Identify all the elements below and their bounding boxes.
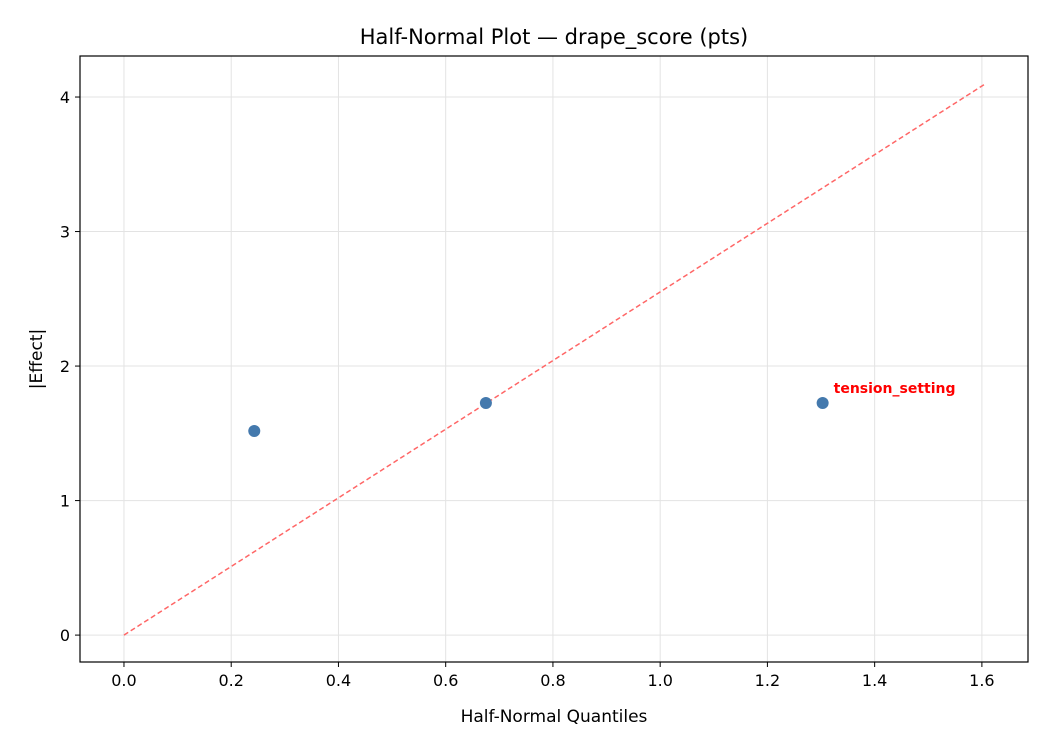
plot-area-frame — [79, 55, 1029, 663]
x-tick-label: 0.6 — [433, 671, 458, 690]
x-tick-label: 0.8 — [540, 671, 565, 690]
x-tick-label: 1.6 — [969, 671, 994, 690]
data-point — [816, 397, 829, 410]
data-point — [248, 425, 261, 438]
x-tick-label: 1.0 — [647, 671, 672, 690]
reference-line-group — [123, 83, 986, 636]
y-axis-label: |Effect| — [27, 329, 47, 389]
reference-line — [123, 83, 986, 636]
points-group: tension_setting — [248, 381, 956, 438]
y-tick-label: 2 — [60, 357, 70, 376]
y-tick-label: 1 — [60, 492, 70, 511]
x-tick-label: 1.2 — [755, 671, 780, 690]
x-tick-label: 0.2 — [218, 671, 243, 690]
chart-title: Half-Normal Plot — drape_score (pts) — [360, 25, 748, 50]
y-axis-ticks: 0 1 2 3 4 — [60, 88, 80, 645]
y-tick-label: 3 — [60, 223, 70, 242]
data-point — [479, 397, 492, 410]
x-tick-label: 1.4 — [862, 671, 887, 690]
x-axis-label: Half-Normal Quantiles — [461, 707, 648, 727]
y-tick-label: 4 — [60, 88, 70, 107]
x-tick-label: 0.0 — [111, 671, 136, 690]
point-annotation: tension_setting — [834, 381, 956, 397]
grid — [80, 56, 1028, 662]
x-tick-label: 0.4 — [326, 671, 351, 690]
x-axis-ticks: 0.0 0.2 0.4 0.6 0.8 1.0 1.2 1.4 1.6 — [111, 662, 995, 690]
y-tick-label: 0 — [60, 626, 70, 645]
